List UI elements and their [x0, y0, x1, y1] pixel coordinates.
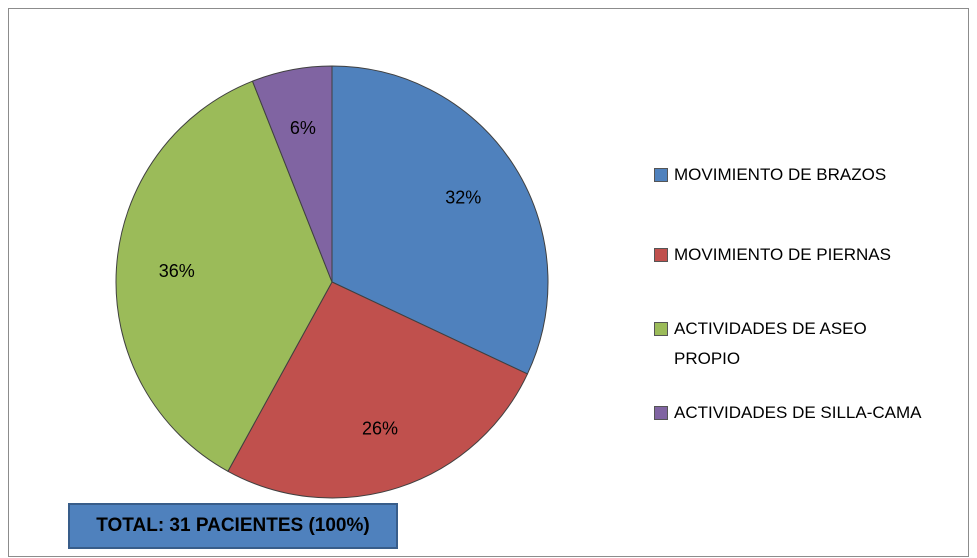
legend-item: ACTIVIDADES DE SILLA-CAMA — [654, 398, 929, 428]
legend-swatch — [654, 322, 668, 336]
pie-slice — [251, 65, 333, 283]
legend-item: MOVIMIENTO DE BRAZOS — [654, 160, 929, 190]
data-label: 26% — [362, 419, 398, 439]
legend-label: ACTIVIDADES DE ASEO PROPIO — [674, 319, 867, 368]
legend-item: ACTIVIDADES DE ASEO PROPIO — [654, 314, 929, 374]
pie-slice — [115, 80, 333, 472]
legend-label: ACTIVIDADES DE SILLA-CAMA — [674, 403, 922, 422]
legend-swatch — [654, 406, 668, 420]
data-label: 36% — [159, 261, 195, 281]
legend-label: MOVIMIENTO DE BRAZOS — [674, 165, 887, 184]
legend-swatch — [654, 168, 668, 182]
data-label: 32% — [445, 187, 481, 207]
pie-slice — [331, 65, 549, 375]
data-label: 6% — [290, 118, 316, 138]
legend-swatch — [654, 248, 668, 262]
legend-label: MOVIMIENTO DE PIERNAS — [674, 245, 891, 264]
legend-item: MOVIMIENTO DE PIERNAS — [654, 240, 929, 270]
total-annotation: TOTAL: 31 PACIENTES (100%) — [68, 503, 398, 549]
